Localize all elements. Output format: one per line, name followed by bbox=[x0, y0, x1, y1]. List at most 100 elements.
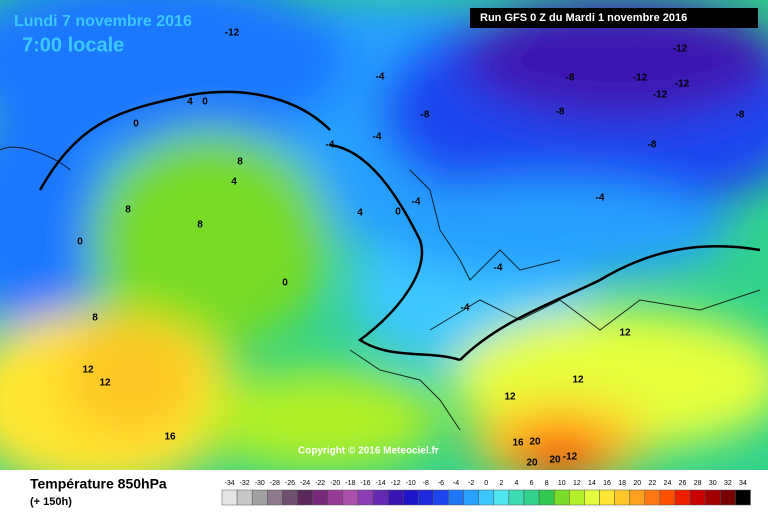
legend-tick-label: 16 bbox=[603, 480, 611, 487]
run-label: Run GFS 0 Z du Mardi 1 novembre 2016 bbox=[480, 12, 687, 24]
contour-label: 4 bbox=[187, 97, 193, 108]
legend-tick-label: 6 bbox=[530, 480, 534, 487]
legend-swatch bbox=[674, 489, 691, 506]
legend-tick-label: -28 bbox=[270, 480, 280, 487]
contour-label: -12 bbox=[653, 90, 668, 101]
date: Lundi 7 novembre 2016 bbox=[14, 13, 192, 30]
legend-swatch bbox=[463, 489, 479, 506]
legend-tick-label: -10 bbox=[406, 480, 416, 487]
legend-swatch bbox=[538, 489, 555, 506]
contour-label: 8 bbox=[237, 157, 243, 168]
legend-swatch bbox=[433, 489, 449, 506]
legend-swatch bbox=[251, 489, 268, 506]
contour-label: -4 bbox=[373, 132, 382, 143]
legend-tick-label: 10 bbox=[558, 480, 566, 487]
contour-label: -4 bbox=[376, 72, 385, 83]
legend-tick-label: 20 bbox=[633, 480, 641, 487]
legend-swatch bbox=[478, 489, 495, 506]
legend-tick-label: 28 bbox=[694, 480, 702, 487]
legend-tick-label: -24 bbox=[300, 480, 310, 487]
legend-tick-label: 18 bbox=[618, 480, 626, 487]
legend-swatch bbox=[735, 489, 751, 506]
contour-label: -4 bbox=[494, 263, 503, 274]
contour-label: -4 bbox=[461, 303, 470, 314]
legend-tick-label: 4 bbox=[514, 480, 518, 487]
legend-swatch bbox=[584, 489, 600, 506]
contour-label: -12 bbox=[225, 28, 240, 39]
contour-label: 0 bbox=[282, 278, 288, 289]
legend-swatch bbox=[659, 489, 676, 506]
contour-label: 12 bbox=[504, 392, 516, 403]
legend-tick-label: -2 bbox=[468, 480, 474, 487]
contour-label: 12 bbox=[99, 378, 111, 389]
contour-label: 8 bbox=[197, 220, 203, 231]
contour-label: 16 bbox=[164, 432, 176, 443]
legend-swatch bbox=[372, 489, 389, 506]
legend-tick-label: 24 bbox=[664, 480, 672, 487]
legend-tick-label: -8 bbox=[423, 480, 429, 487]
contour-label: 8 bbox=[125, 205, 131, 216]
legend-tick-label: -16 bbox=[360, 480, 370, 487]
legend-subtitle: (+ 150h) bbox=[30, 496, 72, 508]
contour-label: -4 bbox=[326, 140, 335, 151]
contour-label: 8 bbox=[92, 313, 98, 324]
legend-tick-label: -4 bbox=[453, 480, 459, 487]
legend-tick-label: -30 bbox=[255, 480, 265, 487]
legend-tick-label: -34 bbox=[224, 480, 234, 487]
legend-tick-label: -12 bbox=[391, 480, 401, 487]
legend-title: Température 850hPa bbox=[30, 476, 167, 492]
legend-tick-label: 0 bbox=[484, 480, 488, 487]
legend-swatch bbox=[282, 489, 298, 506]
contour-label: 0 bbox=[202, 97, 208, 108]
legend-tick-label: 14 bbox=[588, 480, 596, 487]
contour-label: -8 bbox=[648, 140, 657, 151]
legend-swatch bbox=[599, 489, 615, 506]
legend-swatch bbox=[523, 489, 540, 506]
legend-tick-label: 8 bbox=[545, 480, 549, 487]
legend-tick-label: -18 bbox=[345, 480, 355, 487]
legend-swatch bbox=[720, 489, 736, 506]
temperature-field bbox=[0, 0, 768, 470]
legend-swatch bbox=[221, 489, 238, 506]
legend-tick-label: -20 bbox=[330, 480, 340, 487]
legend-tick-label: -14 bbox=[375, 480, 385, 487]
time: 7:00 locale bbox=[22, 34, 124, 56]
legend-tick-label: -26 bbox=[285, 480, 295, 487]
legend-tick-label: 26 bbox=[679, 480, 687, 487]
legend-swatch bbox=[704, 489, 721, 506]
legend-swatch bbox=[402, 489, 419, 506]
legend-tick-label: 30 bbox=[709, 480, 717, 487]
contour-label: 0 bbox=[133, 119, 139, 130]
contour-label: 12 bbox=[572, 375, 584, 386]
legend-swatch bbox=[569, 489, 585, 506]
legend-tick-label: 34 bbox=[739, 480, 747, 487]
legend-tick-label: -6 bbox=[438, 480, 444, 487]
legend-swatch bbox=[387, 489, 404, 506]
legend-swatch bbox=[629, 489, 646, 506]
contour-label: -12 bbox=[563, 452, 578, 463]
legend-swatch bbox=[357, 489, 374, 506]
legend-swatch bbox=[342, 489, 359, 506]
legend-swatch bbox=[297, 489, 313, 506]
legend-tick-label: 32 bbox=[724, 480, 732, 487]
run-box bbox=[470, 8, 758, 28]
legend-swatch bbox=[267, 489, 283, 506]
contour-label: 12 bbox=[82, 365, 94, 376]
contour-label: 16 bbox=[512, 438, 524, 449]
legend-tick-label: 2 bbox=[499, 480, 503, 487]
contour-label: 0 bbox=[77, 237, 83, 248]
legend-swatch bbox=[508, 489, 525, 506]
legend-swatch bbox=[327, 489, 344, 506]
legend-swatch bbox=[418, 489, 434, 506]
legend-swatch bbox=[553, 489, 570, 506]
contour-label: -12 bbox=[673, 44, 688, 55]
contour-label: 4 bbox=[357, 208, 363, 219]
copyright: Copyright © 2016 Meteociel.fr bbox=[298, 446, 439, 457]
contour-label: -8 bbox=[556, 107, 565, 118]
contour-label: -4 bbox=[412, 197, 421, 208]
contour-label: -8 bbox=[421, 110, 430, 121]
legend-swatch bbox=[312, 489, 328, 506]
legend-swatch bbox=[493, 489, 510, 506]
legend-swatch bbox=[644, 489, 661, 506]
